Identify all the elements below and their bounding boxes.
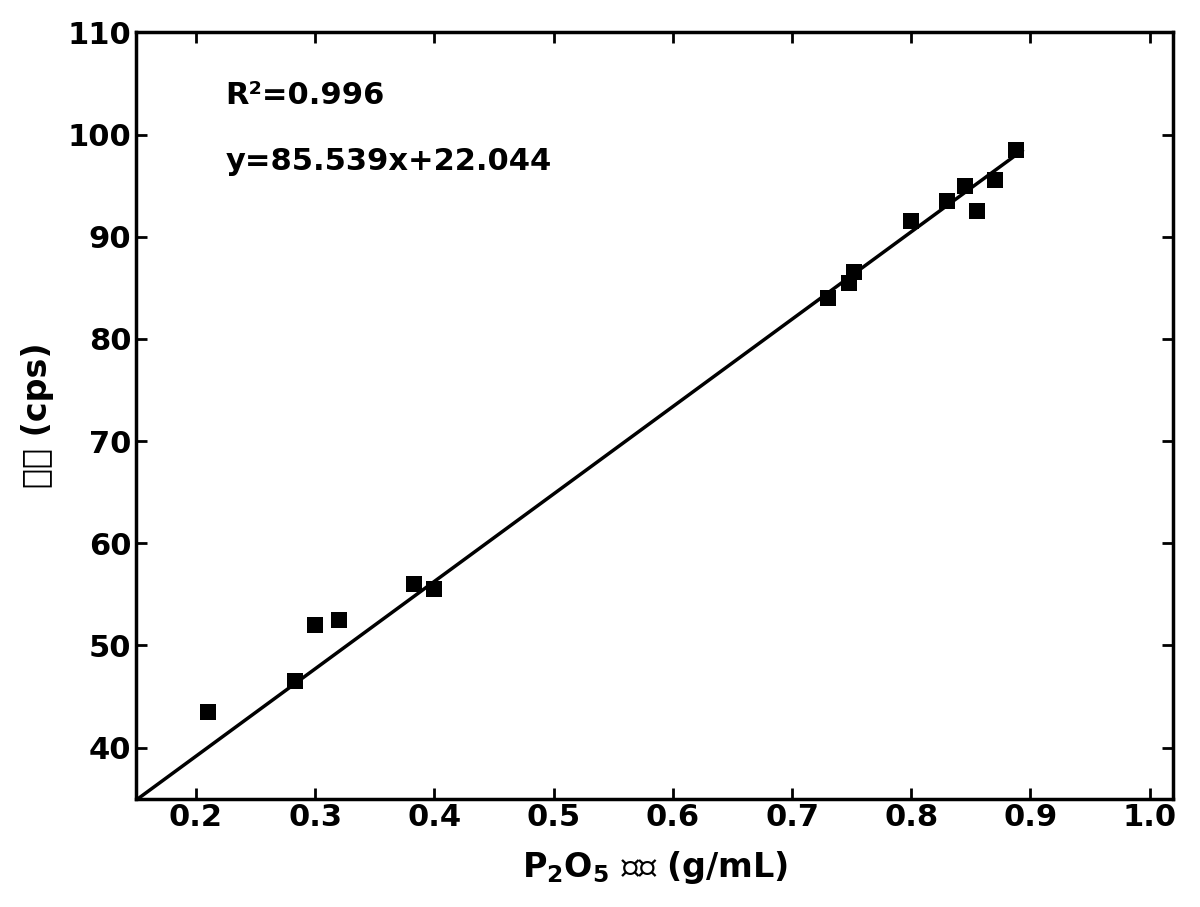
Point xyxy=(1007,142,1026,157)
Text: R²=0.996: R²=0.996 xyxy=(226,81,385,110)
Point xyxy=(840,276,859,290)
Point xyxy=(818,291,838,306)
Point xyxy=(198,705,217,719)
X-axis label: $\mathbf{P_2O_5}$ 浓度 (g/mL): $\mathbf{P_2O_5}$ 浓度 (g/mL) xyxy=(522,849,788,886)
Point xyxy=(845,265,864,279)
Point xyxy=(955,179,974,193)
Text: y=85.539x+22.044: y=85.539x+22.044 xyxy=(226,147,552,176)
Point xyxy=(306,618,325,632)
Point xyxy=(425,582,444,597)
Point xyxy=(404,577,424,591)
Point xyxy=(985,173,1004,188)
Y-axis label: 强度 (cps): 强度 (cps) xyxy=(20,343,54,488)
Point xyxy=(937,194,956,209)
Point xyxy=(901,214,920,229)
Point xyxy=(329,612,348,627)
Point xyxy=(286,674,305,688)
Point xyxy=(967,204,986,219)
